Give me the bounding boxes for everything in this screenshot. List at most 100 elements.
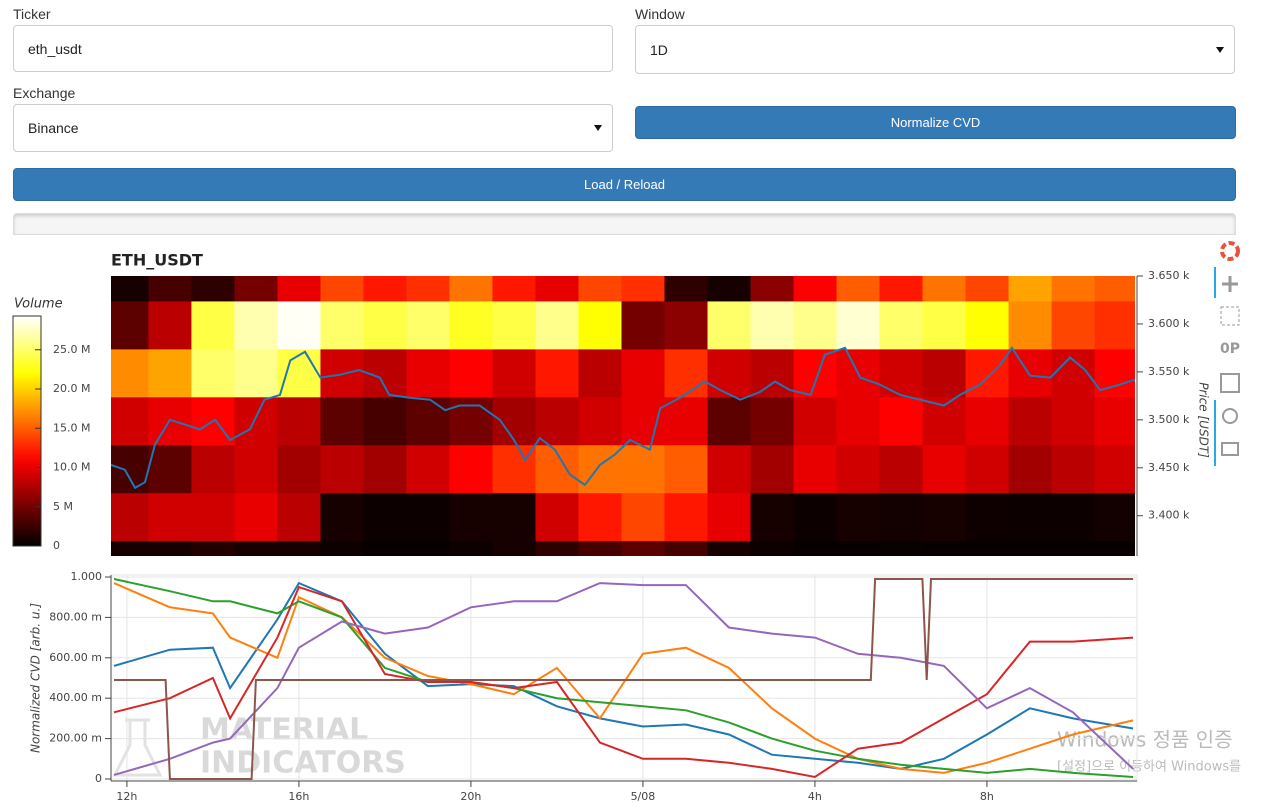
zoom-tool[interactable]: 0P: [1220, 341, 1240, 357]
bokeh-logo[interactable]: [1220, 241, 1240, 261]
heat-cell: [449, 492, 493, 542]
heat-cell: [1094, 444, 1135, 494]
heat-cell: [234, 276, 278, 302]
heat-cell: [111, 348, 149, 398]
heat-cell: [1094, 276, 1135, 302]
heat-cell: [492, 396, 536, 446]
heat-cell: [449, 396, 493, 446]
heat-cell: [111, 444, 149, 494]
colorbar-tick-label: 0: [53, 539, 60, 552]
lines: [113, 578, 1134, 780]
caret: [594, 125, 602, 131]
colorbar: [12, 315, 42, 547]
heat-cell: [750, 300, 795, 350]
heat-cell: [578, 540, 622, 556]
heat-cell: [793, 348, 838, 398]
heat-cell: [621, 300, 666, 350]
window-select[interactable]: 1D: [635, 25, 1235, 74]
hover-tool[interactable]: [1221, 442, 1239, 456]
normalize-button[interactable]: Normalize CVD: [635, 106, 1236, 139]
heat-cell: [965, 396, 1010, 446]
heat-cell: [793, 396, 838, 446]
y-tick-label: 3.550 k: [1148, 365, 1190, 378]
heat-cell: [111, 540, 149, 556]
heat-cell: [148, 276, 192, 302]
heat-cell: [277, 540, 321, 556]
heat-cell: [277, 444, 321, 494]
colorbar-tick-label: 10.0 M: [53, 461, 90, 474]
heat-cell: [1008, 300, 1053, 350]
heat-cell: [578, 300, 622, 350]
heat-cell: [449, 276, 493, 302]
save-tool[interactable]: [1220, 373, 1240, 393]
heat-cell: [277, 348, 321, 398]
heat-cell: [1008, 348, 1053, 398]
y-axis-label: Normalized CVD [arb. u.]: [29, 603, 43, 753]
heat-cell: [320, 396, 364, 446]
colorbar-tick-label: 25.0 M: [53, 343, 90, 356]
heat-cell: [191, 300, 235, 350]
heat-cell: [1051, 396, 1096, 446]
cvd-line: [113, 582, 1134, 774]
y-axis-label: Price [USDT]: [1197, 382, 1211, 458]
heat-cell: [449, 444, 493, 494]
cvd-line: [114, 578, 1134, 780]
heat-cell: [492, 300, 536, 350]
heat-cell: [277, 396, 321, 446]
heat-cell: [234, 300, 278, 350]
heat-cell: [836, 444, 881, 494]
heat-cell: [535, 540, 579, 556]
y-tick-label: 0: [95, 772, 102, 785]
heat-cell: [406, 396, 450, 446]
x-tick-label: 16h: [288, 790, 309, 803]
heat-cell: [234, 492, 278, 542]
heat-cell: [879, 276, 924, 302]
heat-cell: [406, 348, 450, 398]
heat-cell: [320, 540, 364, 556]
heat-cell: [793, 444, 838, 494]
heat-cell: [234, 396, 278, 446]
caret: [1216, 46, 1224, 53]
ticker-input[interactable]: eth_usdt: [13, 25, 613, 72]
heat-cell: [191, 492, 235, 542]
heat-cell: [1094, 492, 1135, 542]
y-tick-label: 200.00 m: [49, 732, 102, 745]
heat-cell: [148, 492, 192, 542]
heatmap: [111, 276, 1135, 556]
heat-cell: [922, 396, 967, 446]
heat-cell: [578, 492, 622, 542]
heat-cell: [1008, 444, 1053, 494]
heat-cell: [191, 540, 235, 556]
heat-cell: [793, 492, 838, 542]
y-tick-label: 3.500 k: [1148, 413, 1190, 426]
heat-cell: [879, 300, 924, 350]
y-tick-label: 3.650 k: [1148, 269, 1190, 282]
reset-tool[interactable]: [1222, 408, 1238, 424]
heat-cell: [664, 276, 709, 302]
cvd-line: [113, 578, 1134, 778]
chart-title: ETH_USDT: [111, 251, 203, 270]
heat-cell: [148, 444, 192, 494]
box-zoom-tool[interactable]: [1220, 306, 1240, 326]
heat-cell: [664, 492, 709, 542]
cvd-line: [113, 585, 1134, 779]
load-button[interactable]: Load / Reload: [13, 168, 1236, 201]
watermark-icon: [112, 718, 163, 777]
heat-cell: [191, 276, 235, 302]
pan-tool[interactable]: [1222, 276, 1238, 292]
heat-cell: [234, 348, 278, 398]
heat-cell: [1094, 540, 1135, 556]
heat-cell: [1008, 540, 1053, 556]
heat-cell: [191, 348, 235, 398]
heat-cell: [492, 492, 536, 542]
heat-cell: [621, 540, 666, 556]
heat-cell: [277, 492, 321, 542]
exchange-select[interactable]: Binance: [13, 104, 613, 152]
field-label: Window: [635, 6, 685, 22]
heat-cell: [535, 492, 579, 542]
heat-cell: [1051, 300, 1096, 350]
y-tick-label: 600.00 m: [49, 651, 102, 664]
heat-cell: [965, 348, 1010, 398]
